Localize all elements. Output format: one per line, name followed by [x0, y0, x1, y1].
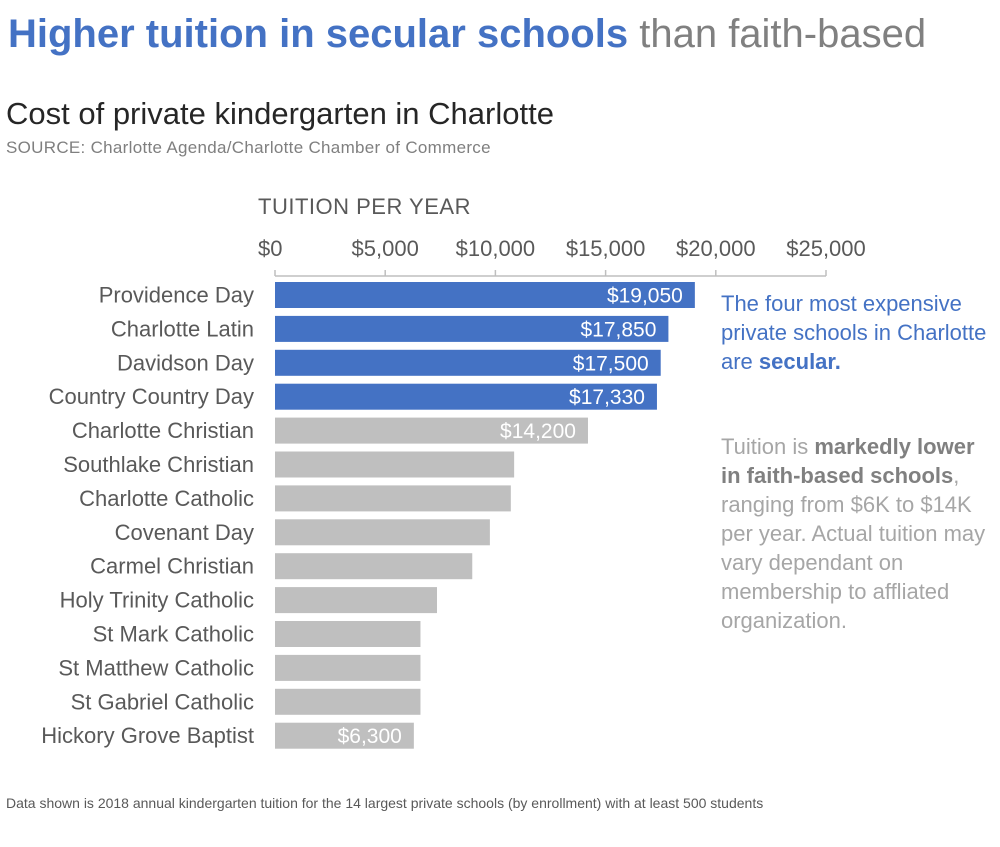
bar — [275, 654, 421, 681]
source-note: SOURCE: Charlotte Agenda/Charlotte Chamb… — [6, 138, 491, 157]
data-label: $6,300 — [338, 725, 402, 748]
bar — [275, 519, 490, 546]
footnote: Data shown is 2018 annual kindergarten t… — [6, 795, 764, 811]
faith-annotation-text-after: , ranging from $6K to $14K per year. Act… — [721, 463, 986, 633]
headline-rest: than faith-based — [628, 12, 927, 56]
secular-annotation-bold: secular. — [758, 349, 841, 374]
category-label: St Gabriel Catholic — [71, 689, 254, 714]
bar — [275, 553, 473, 580]
data-label: $17,850 — [580, 318, 656, 341]
category-label: Southlake Christian — [63, 452, 254, 477]
bar — [275, 383, 657, 410]
category-label: Carmel Christian — [90, 554, 254, 579]
category-label: Country Country Day — [49, 384, 254, 409]
x-tick-label: $0 — [258, 236, 282, 261]
x-tick-label: $10,000 — [456, 236, 536, 261]
faith-annotation-text-before: Tuition is — [721, 434, 815, 459]
category-label: Charlotte Latin — [111, 316, 254, 341]
data-label: $19,050 — [607, 285, 683, 308]
bar — [275, 587, 437, 614]
data-label: $17,330 — [569, 386, 645, 409]
bar — [275, 417, 588, 444]
bar — [275, 282, 695, 308]
chart-subtitle: Cost of private kindergarten in Charlott… — [6, 96, 554, 131]
secular-annotation-text: The four most expensive private schools … — [721, 291, 987, 374]
category-label: Holy Trinity Catholic — [60, 588, 254, 613]
x-axis-title: TUITION PER YEAR — [258, 194, 471, 219]
bar — [275, 688, 421, 715]
headline: Higher tuition in secular schools than f… — [8, 12, 926, 57]
x-tick-label: $5,000 — [352, 236, 419, 261]
bar — [275, 485, 511, 512]
secular-annotation: The four most expensive private schools … — [721, 289, 991, 376]
category-label: St Matthew Catholic — [58, 655, 254, 680]
data-label: $14,200 — [500, 420, 576, 443]
bar — [275, 621, 421, 647]
category-label: St Mark Catholic — [93, 622, 254, 647]
bar — [275, 315, 669, 342]
headline-highlight: Higher tuition in secular schools — [8, 12, 629, 56]
data-label: $17,500 — [573, 352, 649, 375]
category-label: Charlotte Catholic — [79, 486, 254, 511]
category-label: Charlotte Christian — [72, 418, 254, 443]
category-label: Davidson Day — [117, 350, 254, 375]
bar — [275, 451, 515, 478]
category-label: Hickory Grove Baptist — [41, 723, 254, 748]
x-tick-label: $15,000 — [566, 236, 646, 261]
x-tick-label: $20,000 — [676, 236, 756, 261]
bar — [275, 349, 661, 376]
category-label: Covenant Day — [115, 520, 254, 545]
category-label: Providence Day — [99, 283, 254, 308]
faith-annotation-bold: markedly lower in faith-based schools — [721, 434, 975, 488]
x-tick-label: $25,000 — [786, 236, 866, 261]
bar — [275, 722, 414, 749]
faith-annotation: Tuition is markedly lower in faith-based… — [721, 432, 991, 635]
